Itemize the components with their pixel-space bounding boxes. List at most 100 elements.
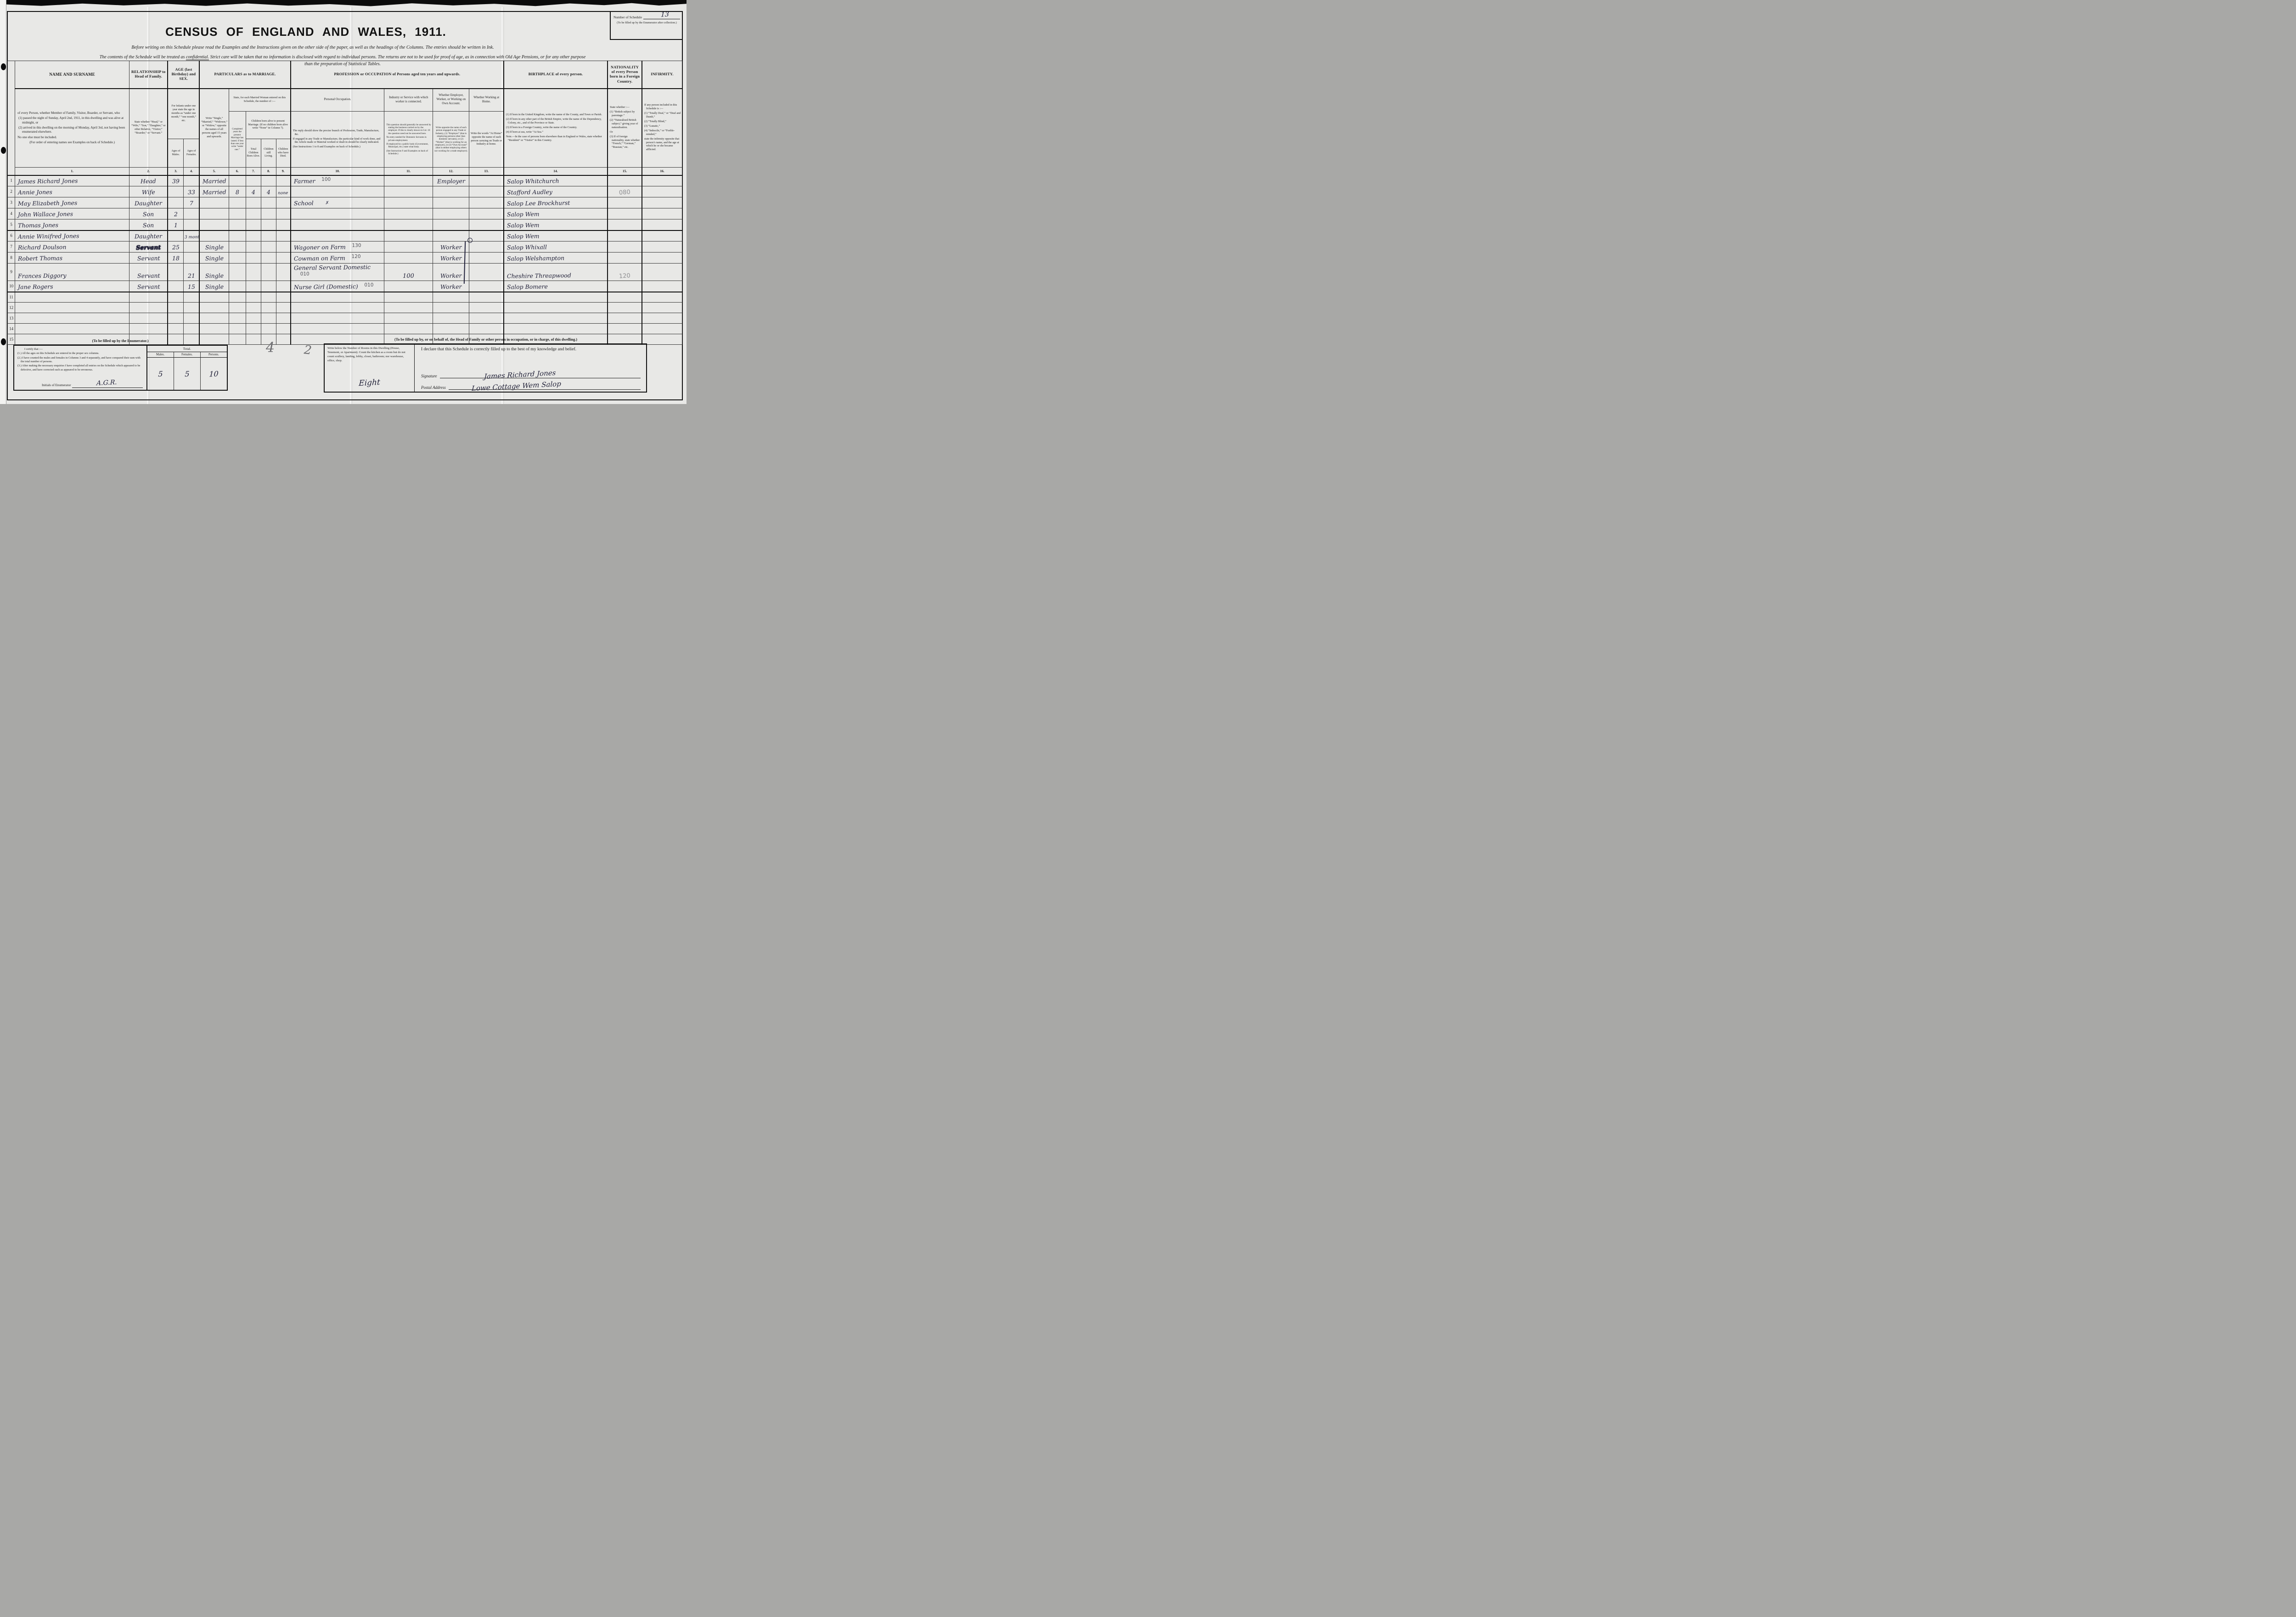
infirmity-cell bbox=[642, 230, 683, 241]
enumerator-initials-signature: A.G.R. bbox=[96, 378, 117, 387]
children-living-cell bbox=[261, 175, 276, 186]
row-number: 10 bbox=[7, 281, 16, 292]
age-female-cell bbox=[183, 208, 200, 219]
rooms-instructions: Write below the Number of Rooms in this … bbox=[327, 347, 405, 363]
nationality-desc-1: (1) “British subject by parentage.” bbox=[610, 111, 635, 118]
birthplace-cell bbox=[503, 302, 608, 313]
age-male-cell bbox=[167, 281, 184, 292]
signature-label: Signature bbox=[421, 374, 437, 378]
ages-females-label: Ages of Females. bbox=[183, 139, 200, 168]
name-desc-note: No one else must be included. bbox=[17, 135, 57, 139]
row-number-column-header bbox=[7, 61, 16, 176]
schedule-number-line: 13 bbox=[643, 11, 680, 19]
infirmity-cell bbox=[642, 219, 683, 231]
children-died-cell bbox=[276, 230, 291, 241]
column-header-birthplace: BIRTHPLACE of every person. bbox=[503, 61, 608, 89]
at-home-cell bbox=[469, 175, 504, 186]
industry-cell bbox=[384, 252, 433, 264]
employer-cell bbox=[433, 313, 470, 324]
children-living-cell bbox=[261, 208, 276, 219]
schedule-number-label: Number of Schedule bbox=[613, 15, 642, 19]
years-married-cell bbox=[228, 313, 246, 324]
at-home-cell bbox=[469, 230, 504, 241]
infirmity-cell bbox=[642, 281, 683, 292]
table-row: 11 bbox=[7, 292, 683, 303]
years-married-cell: 8 bbox=[228, 186, 246, 197]
personal-occupation-header: Personal Occupation. bbox=[290, 88, 385, 112]
relationship-cell: Head bbox=[129, 175, 168, 186]
column-header-relationship: RELATIONSHIP to Head of Family. bbox=[129, 61, 168, 89]
nationality-cell bbox=[607, 208, 642, 219]
industry-description: This question should generally be answer… bbox=[384, 111, 433, 168]
condition-cell bbox=[199, 334, 229, 345]
condition-cell bbox=[199, 219, 229, 231]
age-female-cell bbox=[183, 252, 200, 264]
column-header-profession: PROFESSION or OCCUPATION of Persons aged… bbox=[290, 61, 504, 89]
age-female-cell: 33 bbox=[183, 186, 200, 197]
condition-cell bbox=[199, 208, 229, 219]
occupation-desc-1: The reply should show the precise branch… bbox=[293, 129, 379, 136]
nationality-desc-or: Or bbox=[610, 130, 613, 134]
age-female-cell bbox=[183, 302, 200, 313]
age-female-cell: 21 bbox=[183, 263, 200, 281]
birthplace-description: (1) If born in the United Kingdom, write… bbox=[503, 88, 608, 168]
col-num-9: 9. bbox=[276, 167, 291, 176]
row-number: 7 bbox=[7, 241, 16, 253]
years-married-cell bbox=[228, 208, 246, 219]
females-label: Females. bbox=[174, 352, 200, 358]
occupation-cell: Nurse Girl (Domestic) 010 bbox=[290, 281, 385, 292]
name-cell: John Wallace Jones bbox=[15, 208, 130, 219]
employer-cell bbox=[433, 323, 470, 334]
name-cell: Annie Jones bbox=[15, 186, 130, 197]
years-married-cell bbox=[228, 302, 246, 313]
name-cell: Robert Thomas bbox=[15, 252, 130, 264]
col-num-2: 2. bbox=[129, 167, 168, 176]
children-born-cell bbox=[245, 263, 262, 281]
occupation-code: 130 bbox=[352, 243, 361, 248]
employer-cell: Worker bbox=[433, 241, 470, 253]
employer-cell: Worker bbox=[433, 263, 470, 281]
at-home-cell bbox=[469, 252, 504, 264]
children-died-cell bbox=[276, 175, 291, 186]
children-born-description: Children born alive to present Marriage.… bbox=[245, 111, 291, 139]
infirmity-description: If any person included in this Schedule … bbox=[642, 88, 683, 168]
occupation-code: 120 bbox=[351, 254, 361, 259]
postal-address-row: Postal Address Lowe Cottage Wem Salop bbox=[421, 380, 641, 393]
children-died-cell bbox=[276, 281, 291, 292]
table-row: 4 John Wallace Jones Son 2 Salop Wem bbox=[7, 208, 683, 219]
name-cell: James Richard Jones bbox=[15, 175, 130, 186]
birthplace-desc-1: (1) If born in the United Kingdom, write… bbox=[506, 113, 602, 117]
age-male-cell: 1 bbox=[167, 219, 184, 231]
children-living-cell bbox=[261, 252, 276, 264]
children-died-cell bbox=[276, 292, 291, 303]
infirmity-cell bbox=[642, 208, 683, 219]
infirmity-desc-3: (3) “Lunatic,” bbox=[644, 124, 660, 128]
name-cell bbox=[15, 334, 130, 345]
nationality-cell bbox=[607, 281, 642, 292]
name-desc-note2: (For order of entering names see Example… bbox=[29, 140, 115, 145]
children-born-cell bbox=[245, 252, 262, 264]
at-home-cell bbox=[469, 323, 504, 334]
schedule-number-note: (To be filled up by the Enumerator after… bbox=[617, 21, 677, 24]
relationship-cell: Servant bbox=[129, 263, 168, 281]
table-row: 13 bbox=[7, 313, 683, 324]
occupation-cell: General Servant Domestic010 bbox=[290, 263, 385, 281]
birthplace-cell: Salop Welshampton bbox=[503, 252, 608, 264]
infirmity-cell bbox=[642, 323, 683, 334]
married-woman-description: State, for each Married Woman entered on… bbox=[228, 88, 291, 112]
at-home-cell bbox=[469, 292, 504, 303]
age-male-cell: 25 bbox=[167, 241, 184, 253]
age-female-cell bbox=[183, 313, 200, 324]
enumerator-certification: I certify that :— (1.) All the ages on t… bbox=[14, 346, 146, 390]
relationship-cell bbox=[129, 323, 168, 334]
condition-cell: Married bbox=[199, 175, 229, 186]
occupation-cell bbox=[290, 313, 385, 324]
children-born-cell bbox=[245, 208, 262, 219]
pencil-mark-4: 4 bbox=[266, 340, 275, 356]
birthplace-cell: Salop Wem bbox=[503, 230, 608, 241]
declaration-text: I declare that this Schedule is correctl… bbox=[421, 347, 577, 352]
row-number: 1 bbox=[7, 175, 16, 186]
instruction2-lead: The contents of the Schedule will be tre… bbox=[99, 55, 186, 60]
instruction2-rest: Strict care will be taken that no inform… bbox=[209, 55, 586, 60]
children-born-cell bbox=[245, 302, 262, 313]
